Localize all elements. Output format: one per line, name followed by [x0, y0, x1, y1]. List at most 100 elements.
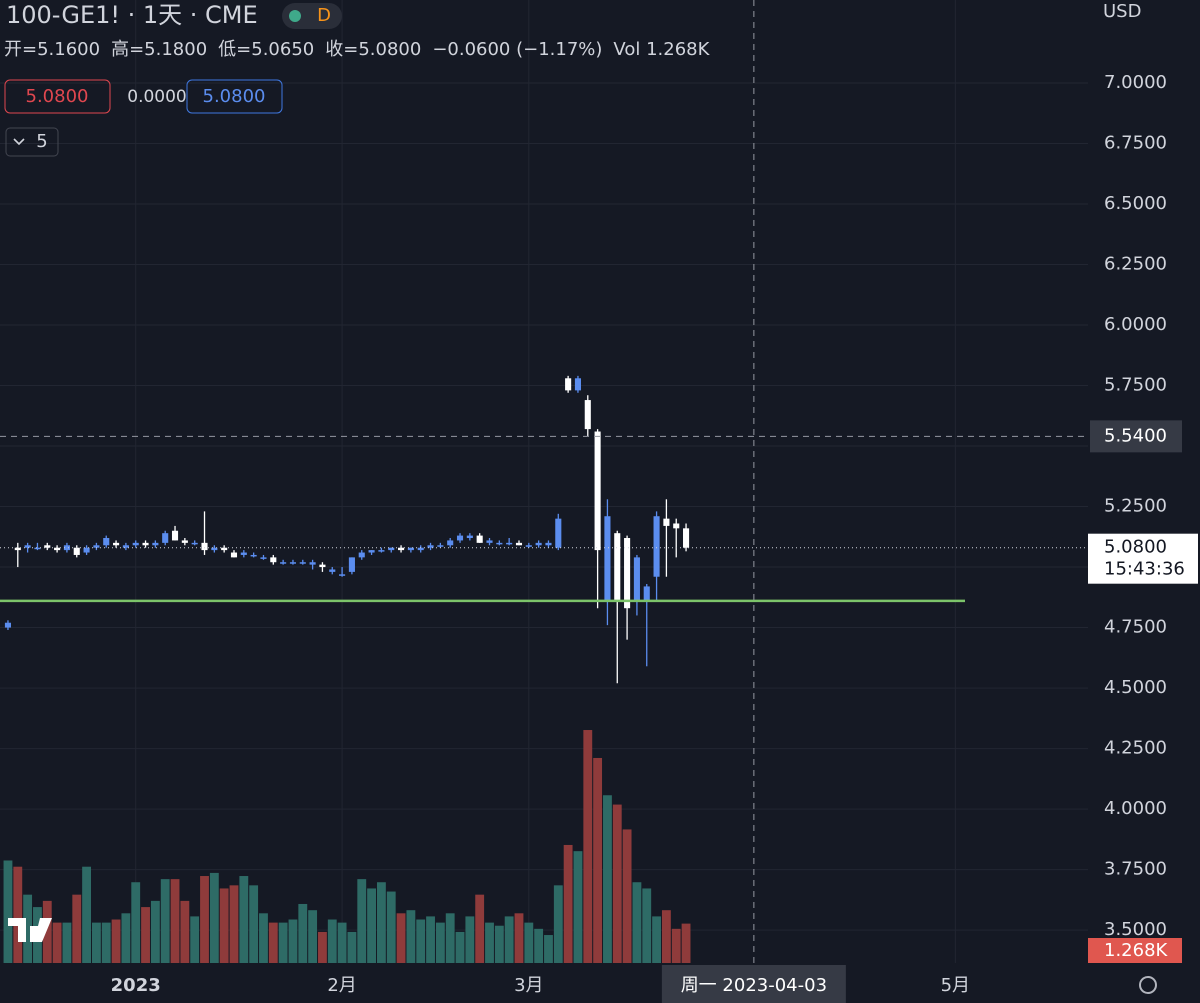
candle-body — [584, 400, 591, 430]
settings-icon[interactable] — [1139, 976, 1157, 994]
volume-bar — [612, 804, 622, 963]
volume-bar — [406, 910, 416, 963]
volume-bar — [327, 919, 337, 963]
candle-body — [555, 518, 562, 548]
x-tick-label: 2月 — [327, 975, 356, 996]
overlay — [0, 0, 1088, 963]
volume-bar — [249, 885, 259, 963]
volume-bar — [239, 876, 249, 963]
candle-body — [83, 547, 90, 553]
candle-body — [604, 516, 611, 601]
currency: USD — [1103, 1, 1141, 22]
volume-bar — [661, 910, 671, 963]
volume-bar — [573, 851, 583, 963]
volume-bar — [131, 882, 141, 963]
volume-bar — [494, 925, 504, 963]
candle-body — [122, 545, 129, 548]
candle-body — [525, 545, 532, 547]
candle-body — [614, 533, 621, 601]
volume-bar — [563, 844, 573, 963]
volume-bar — [553, 885, 563, 963]
candle-body — [211, 547, 218, 551]
x-tick-label: 5月 — [941, 975, 970, 996]
last-price-box — [1088, 533, 1198, 584]
candle-body — [54, 547, 61, 551]
y-tick-label: 5.7500 — [1104, 375, 1167, 396]
volume-bar — [632, 882, 642, 963]
volume-bar — [23, 894, 33, 963]
volume-bar — [42, 900, 52, 963]
volume-bar — [642, 888, 652, 963]
candle-body — [417, 547, 424, 551]
volume-bar — [681, 923, 691, 963]
candle-body — [14, 547, 21, 551]
volume-bar — [101, 922, 111, 963]
y-tick-label: 4.2500 — [1104, 738, 1167, 759]
candle-body — [34, 547, 41, 550]
y-tick-label: 3.7500 — [1104, 859, 1167, 880]
candle-body — [201, 542, 208, 551]
candle-body — [191, 542, 198, 545]
candle-body — [44, 545, 51, 548]
volume-bar — [13, 866, 23, 963]
candle-body — [496, 542, 503, 545]
ohlc-item: 收=5.0800 — [325, 39, 421, 60]
volume-bar — [82, 866, 92, 963]
volume-bar — [367, 888, 376, 963]
volume-bar — [160, 879, 170, 963]
volume-bar — [357, 879, 367, 963]
candle-body — [574, 378, 582, 391]
candle-body — [594, 431, 601, 551]
y-tick-label: 6.2500 — [1104, 254, 1167, 275]
logo — [8, 918, 52, 942]
ohlc-item: 开=5.1600 — [4, 39, 100, 60]
candle-body — [309, 562, 316, 565]
countdown: 15:43:36 — [1104, 559, 1185, 580]
volume-bar — [259, 913, 268, 963]
ohlc-item: 高=5.1800 — [111, 39, 207, 60]
volume-bar — [200, 876, 209, 963]
candle-body — [329, 569, 336, 572]
indicator-toggle[interactable] — [5, 127, 59, 157]
x-tick-label: 2023 — [111, 975, 161, 996]
volume-bar — [268, 922, 278, 963]
candle-body — [565, 378, 572, 391]
volume-bar — [534, 928, 544, 963]
ohlc-line: 开=5.1600 高=5.1800 低=5.0650 收=5.0800 −0.0600 … — [4, 39, 711, 60]
candle-body — [230, 552, 238, 558]
volume-bar — [386, 891, 396, 963]
candle-body — [663, 518, 670, 526]
candle-body — [388, 547, 395, 551]
bid: 5.0800 — [26, 86, 89, 107]
volume-bar — [229, 885, 239, 963]
y-tick-label: 6.0000 — [1104, 314, 1167, 335]
interval-badge: D — [317, 5, 331, 26]
y-tick-label: 3.5000 — [1104, 919, 1167, 940]
ohlc-item: 低=5.0650 — [218, 39, 314, 60]
volume-bar — [652, 916, 661, 963]
volume-bar — [288, 919, 298, 963]
volume-bar — [111, 919, 121, 963]
last-price: 5.0800 — [1104, 537, 1167, 558]
volume-label: 1.268K — [1104, 940, 1169, 961]
volume-bar — [278, 922, 288, 963]
volume-bar — [622, 829, 632, 963]
volume-label-box — [1088, 938, 1182, 963]
bid-box[interactable] — [4, 79, 111, 114]
crosshair-date-box — [661, 965, 846, 1003]
logo-mark — [8, 918, 52, 942]
chevron-icon — [13, 138, 25, 146]
y-tick-label: 4.0000 — [1104, 798, 1167, 819]
volume-bar — [209, 872, 219, 963]
volume-bar — [583, 730, 593, 963]
status-pill[interactable] — [282, 3, 342, 29]
candle-body — [181, 540, 188, 543]
candle-body — [378, 550, 385, 552]
candle-body — [339, 574, 346, 576]
candle-body — [299, 562, 306, 564]
volume-bar — [308, 910, 318, 963]
candle-body — [624, 538, 631, 609]
volume-bar — [524, 922, 534, 963]
ask-box[interactable] — [186, 79, 283, 114]
volume-bar — [475, 894, 485, 963]
